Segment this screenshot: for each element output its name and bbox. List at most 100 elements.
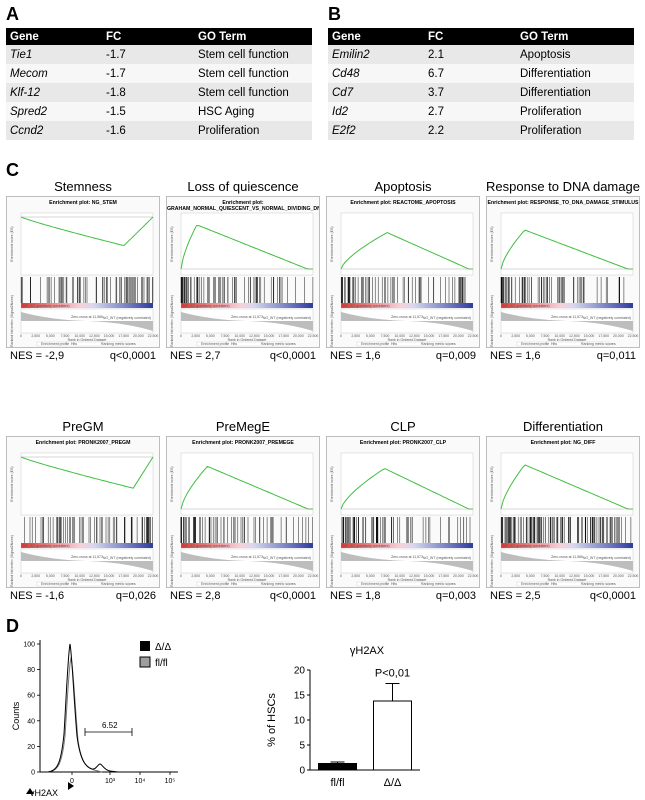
x-tick-label: 20,000 <box>613 574 624 578</box>
nes-value: NES = -2,9 <box>10 350 65 362</box>
enrichment-plot: Enrichment plot: NG_DIFF NG_KO (positivel… <box>486 436 640 588</box>
gsea-stats: NES = -1,6 q=0,026 <box>6 588 160 602</box>
gsea-stats: NES = 1,6 q=0,011 <box>486 348 640 362</box>
x-tick-label: 10,000 <box>394 574 405 578</box>
cell-fc: -1.8 <box>102 83 194 102</box>
rank-axis-label: Ranked list metric (Signal2Noise) <box>490 535 494 587</box>
q-value: q=0,009 <box>435 350 476 362</box>
x-tick-label: 5,000 <box>206 334 215 338</box>
col-fc: FC <box>424 28 516 45</box>
axis-annotation: Rank in Ordered Dataset <box>388 578 427 582</box>
table-row: Emilin2 2.1 Apoptosis <box>328 45 634 64</box>
gsea-panel: CLP Enrichment plot: PRONK2007_CLP NG_KO (… <box>326 418 480 602</box>
cell-gene: Spred2 <box>6 102 102 121</box>
enrichment-plot-title: Enrichment plot: PRONK2007_PREGM <box>35 440 131 446</box>
cell-go-term: Stem cell function <box>194 45 312 64</box>
x-tick-label: 15,000 <box>424 574 435 578</box>
legend-entry: Hits <box>551 582 557 586</box>
enrichment-curve <box>500 464 633 510</box>
cell-fc: -1.5 <box>102 102 194 121</box>
axis-annotation: Zero cross at 11,573 <box>71 555 103 559</box>
legend-entry: Ranking metric scores <box>421 342 456 346</box>
cell-fc: -1.7 <box>102 64 194 83</box>
axis-annotation: Rank in Ordered Dataset <box>548 338 587 342</box>
cell-gene: Mecom <box>6 64 102 83</box>
cell-gene: Tie1 <box>6 45 102 64</box>
legend-entry: Ranking metric scores <box>581 582 616 586</box>
x-tick-label: 12,500 <box>89 574 100 578</box>
gsea-title: PreMegE <box>215 419 271 434</box>
panel-label-c: C <box>6 160 19 180</box>
table-row: Cd7 3.7 Differentiation <box>328 83 634 102</box>
legend-entry: Hits <box>391 582 397 586</box>
x-tick-label: 0 <box>20 574 22 578</box>
enrichment-curve <box>20 216 154 246</box>
table-row: Ccnd2 -1.6 Proliferation <box>6 121 312 140</box>
x-tick-label: 2,500 <box>351 334 360 338</box>
axis-annotation: NG_KO (positively correlated) <box>23 544 70 548</box>
legend-entry: Enrichment profile <box>361 342 389 346</box>
es-axis-label: Enrichment score (ES) <box>170 226 174 261</box>
x-tick-label: 12,500 <box>569 334 580 338</box>
x-tick-label: 22,500 <box>148 574 159 578</box>
bar-chart-gh2ax: γH2AX % of HSCs 0 5 10 15 20 fl/fl Δ/Δ P<0,01 <box>266 645 420 789</box>
col-gene: Gene <box>6 28 102 45</box>
axis-annotation: NG_KO (positively correlated) <box>343 544 390 548</box>
rank-axis-label: Ranked list metric (Signal2Noise) <box>490 295 494 347</box>
col-gene: Gene <box>328 28 424 45</box>
y-tick-label: 15 <box>294 691 306 702</box>
cell-fc: -1.7 <box>102 45 194 64</box>
x-tick-label: 12,500 <box>409 334 420 338</box>
enrichment-curve <box>340 232 473 270</box>
x-tick-label: 10,000 <box>234 574 245 578</box>
x-tick-label: 10,000 <box>74 334 85 338</box>
x-tick-label: 22,500 <box>468 574 479 578</box>
table-b-header: Gene FC GO Term <box>328 28 634 45</box>
x-tick-label: 2,500 <box>191 574 200 578</box>
q-value: q=0,026 <box>115 590 156 602</box>
x-tick-label: 12,500 <box>409 574 420 578</box>
enrichment-curve <box>180 465 313 510</box>
flow-x-tick: 10⁴ <box>135 778 146 785</box>
flow-x-tick: 10³ <box>105 778 116 785</box>
hit-markers <box>180 277 314 303</box>
legend-entry: Ranking metric scores <box>261 582 296 586</box>
enrichment-svg: NG_KO (positively correlated) NG_WT (nega… <box>330 212 478 347</box>
q-value: q=0,003 <box>435 590 476 602</box>
panel-label-d: D <box>6 616 19 636</box>
axis-annotation: NG_KO (positively correlated) <box>183 544 230 548</box>
x-tick-label: 12,500 <box>89 334 100 338</box>
legend-entry: Ranking metric scores <box>581 342 616 346</box>
enrichment-svg: NG_KO (positively correlated) NG_WT (nega… <box>170 212 318 347</box>
p-value-annotation: P<0,01 <box>375 668 410 680</box>
x-tick-label: 7,500 <box>381 334 390 338</box>
flow-y-tick: 100 <box>23 642 35 649</box>
hit-markers <box>180 517 313 543</box>
cell-go-term: Apoptosis <box>516 45 634 64</box>
enrichment-plot: Enrichment plot: NG_STEM NG_KO (positivel… <box>6 196 160 348</box>
x-tick-label: 0 <box>340 334 342 338</box>
cell-gene: Emilin2 <box>328 45 424 64</box>
col-fc: FC <box>102 28 194 45</box>
axis-annotation: NG_WT (negatively correlated) <box>583 556 631 560</box>
x-tick-label: 17,500 <box>118 334 129 338</box>
cell-gene: Klf-12 <box>6 83 102 102</box>
x-tick-label: 20,000 <box>133 574 144 578</box>
table-row: Mecom -1.7 Stem cell function <box>6 64 312 83</box>
enrichment-plot: Enrichment plot: PRONK2007_PREMEGE NG_KO … <box>166 436 320 588</box>
flow-x-tick: 0 <box>70 778 74 785</box>
ranking-bar <box>181 543 313 548</box>
enrichment-plot-title: Enrichment plot: REACTOME_APOPTOSIS <box>350 200 456 206</box>
x-tick-label: 22,500 <box>628 574 639 578</box>
rank-axis-label: Ranked list metric (Signal2Noise) <box>10 295 14 347</box>
cell-gene: Ccnd2 <box>6 121 102 140</box>
x-tick-label: 17,500 <box>438 334 449 338</box>
x-tick-label: 5,000 <box>366 574 375 578</box>
category-label: Δ/Δ <box>384 777 402 789</box>
legend-entry: Ranking metric scores <box>261 342 296 346</box>
es-axis-label: Enrichment score (ES) <box>490 226 494 261</box>
x-tick-label: 2,500 <box>31 334 40 338</box>
enrichment-plot-title: Enrichment plot: PRONK2007_PREMEGE <box>192 440 294 446</box>
enrichment-svg: NG_KO (positively correlated) NG_WT (nega… <box>490 212 638 347</box>
col-go-term: GO Term <box>194 28 312 45</box>
